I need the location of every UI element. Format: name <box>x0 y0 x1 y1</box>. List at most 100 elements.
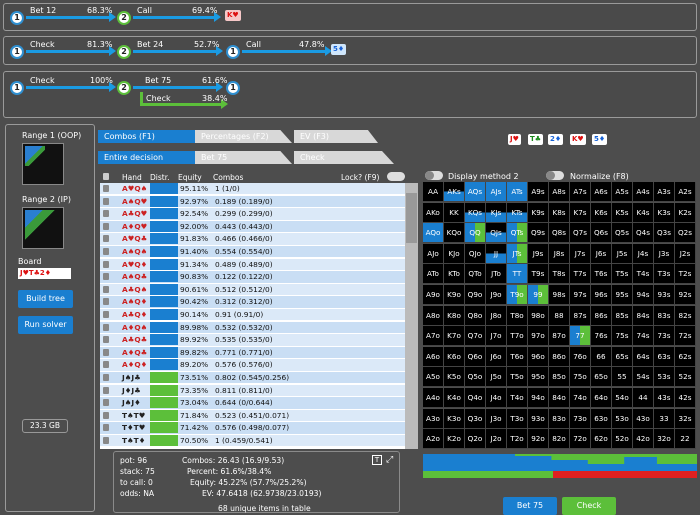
matrix-cell[interactable]: Q4o <box>465 388 486 408</box>
matrix-cell[interactable]: AJo <box>423 243 444 264</box>
matrix-cell[interactable]: J5s <box>612 243 633 264</box>
build-tree-button[interactable]: Build tree <box>18 290 73 308</box>
node-ip[interactable]: 2 <box>117 45 131 59</box>
text-toggle-icon[interactable]: T <box>372 455 382 465</box>
matrix-cell[interactable]: K5s <box>612 202 633 223</box>
matrix-cell[interactable]: Q6s <box>591 223 612 244</box>
matrix-cell[interactable]: J4s <box>633 243 654 264</box>
matrix-cell[interactable]: 64s <box>633 346 654 367</box>
matrix-cell[interactable]: 98s <box>549 285 570 305</box>
action-arrow[interactable] <box>133 82 223 92</box>
matrix-cell[interactable]: KQo <box>444 223 465 244</box>
matrix-cell[interactable]: AKo <box>423 202 444 223</box>
matrix-cell[interactable]: A6o <box>423 346 444 367</box>
table-row[interactable]: A♠Q♥ 92.97% 0.189 (0.189/0) <box>100 195 418 207</box>
matrix-cell[interactable]: T6o <box>507 346 528 367</box>
matrix-cell[interactable]: Q2o <box>465 429 486 450</box>
node-oop[interactable]: 1 <box>10 81 24 95</box>
matrix-cell[interactable]: A4s <box>633 182 654 202</box>
matrix-cell[interactable]: Q2s <box>675 223 696 244</box>
matrix-cell[interactable]: A2o <box>423 429 444 450</box>
matrix-cell[interactable]: T5o <box>507 367 528 388</box>
lock-icon[interactable] <box>103 285 109 293</box>
lock-toggle[interactable] <box>387 172 405 181</box>
matrix-cell[interactable]: K2o <box>444 429 465 450</box>
lock-icon[interactable] <box>103 298 109 306</box>
table-scrollbar[interactable] <box>405 183 418 449</box>
tab-ev[interactable]: EV (F3) <box>294 130 378 143</box>
action-arrow[interactable] <box>26 12 116 22</box>
matrix-cell[interactable]: KQs <box>465 202 486 223</box>
matrix-cell[interactable]: 72o <box>570 429 591 450</box>
matrix-cell[interactable]: AJs <box>486 182 507 202</box>
matrix-cell[interactable]: 83s <box>654 305 675 326</box>
scrollbar-thumb[interactable] <box>406 193 417 243</box>
matrix-cell[interactable]: Q5s <box>612 223 633 244</box>
col-equity[interactable]: Equity <box>178 173 202 182</box>
table-row[interactable]: T♦T♥ 71.42% 0.576 (0.498/0.077) <box>100 422 418 434</box>
tab-entire-decision[interactable]: Entire decision <box>98 151 195 164</box>
table-row[interactable]: A♣Q♠ 90.61% 0.512 (0.512/0) <box>100 283 418 296</box>
matrix-cell[interactable]: QTs <box>507 223 528 244</box>
col-distr[interactable]: Distr. <box>150 173 170 182</box>
matrix-cell[interactable]: A8s <box>549 182 570 202</box>
matrix-cell[interactable]: 92s <box>675 285 696 305</box>
matrix-cell[interactable]: 65s <box>612 346 633 367</box>
matrix-cell[interactable]: T7o <box>507 326 528 347</box>
matrix-cell[interactable]: 74s <box>633 326 654 347</box>
matrix-cell[interactable]: TT <box>507 264 528 285</box>
matrix-cell[interactable]: KJo <box>444 243 465 264</box>
matrix-cell[interactable]: J5o <box>486 367 507 388</box>
matrix-cell[interactable]: 62s <box>675 346 696 367</box>
matrix-cell[interactable]: Q8s <box>549 223 570 244</box>
matrix-cell[interactable]: 44 <box>633 388 654 408</box>
table-row[interactable]: A♠Q♠ 91.40% 0.554 (0.554/0) <box>100 246 418 258</box>
matrix-cell[interactable]: 54o <box>612 388 633 408</box>
table-row[interactable]: A♦Q♥ 92.00% 0.443 (0.443/0) <box>100 220 418 233</box>
lock-icon[interactable] <box>103 273 109 281</box>
matrix-cell[interactable]: 95s <box>612 285 633 305</box>
lock-icon[interactable] <box>103 361 109 369</box>
node-oop[interactable]: 1 <box>10 45 24 59</box>
table-row[interactable]: A♠Q♣ 90.83% 0.122 (0.122/0) <box>100 271 418 283</box>
table-row[interactable]: A♦Q♠ 89.98% 0.532 (0.532/0) <box>100 321 418 333</box>
node-oop[interactable]: 1 <box>226 81 240 95</box>
run-solver-button[interactable]: Run solver <box>18 316 73 334</box>
matrix-cell[interactable]: ATo <box>423 264 444 285</box>
matrix-cell[interactable]: J9s <box>528 243 549 264</box>
matrix-cell[interactable]: J8s <box>549 243 570 264</box>
matrix-cell[interactable]: K8o <box>444 305 465 326</box>
matrix-cell[interactable]: 82o <box>549 429 570 450</box>
table-row[interactable]: A♥Q♠ 95.11% 1 (1/0) <box>100 183 418 195</box>
matrix-cell[interactable]: 86o <box>549 346 570 367</box>
matrix-cell[interactable]: 84o <box>549 388 570 408</box>
action-arrow-check[interactable] <box>140 99 228 109</box>
matrix-cell[interactable]: 83o <box>549 408 570 429</box>
tab-percentages[interactable]: Percentages (F2) <box>195 130 292 143</box>
matrix-cell[interactable]: T8s <box>549 264 570 285</box>
matrix-cell[interactable]: J8o <box>486 305 507 326</box>
matrix-cell[interactable]: KJs <box>486 202 507 223</box>
matrix-cell[interactable]: 84s <box>633 305 654 326</box>
matrix-cell[interactable]: 85s <box>612 305 633 326</box>
action-arrow[interactable] <box>242 46 332 56</box>
matrix-cell[interactable]: 97s <box>570 285 591 305</box>
tab-bet75[interactable]: Bet 75 <box>195 151 292 164</box>
matrix-cell[interactable]: 63s <box>654 346 675 367</box>
matrix-cell[interactable]: Q9s <box>528 223 549 244</box>
matrix-cell[interactable]: 54s <box>633 367 654 388</box>
node-ip[interactable]: 2 <box>117 81 131 95</box>
matrix-cell[interactable]: 93s <box>654 285 675 305</box>
matrix-cell[interactable]: J3s <box>654 243 675 264</box>
matrix-cell[interactable]: Q8o <box>465 305 486 326</box>
table-row[interactable]: A♣Q♦ 90.14% 0.91 (0.91/0) <box>100 309 418 321</box>
matrix-cell[interactable]: K9o <box>444 285 465 305</box>
matrix-cell[interactable]: J7s <box>570 243 591 264</box>
matrix-cell[interactable]: 53o <box>612 408 633 429</box>
matrix-cell[interactable]: J6s <box>591 243 612 264</box>
matrix-cell[interactable]: 32o <box>654 429 675 450</box>
matrix-cell[interactable]: A9o <box>423 285 444 305</box>
matrix-cell[interactable]: 92o <box>528 429 549 450</box>
lock-icon[interactable] <box>103 399 109 407</box>
matrix-cell[interactable]: Q5o <box>465 367 486 388</box>
